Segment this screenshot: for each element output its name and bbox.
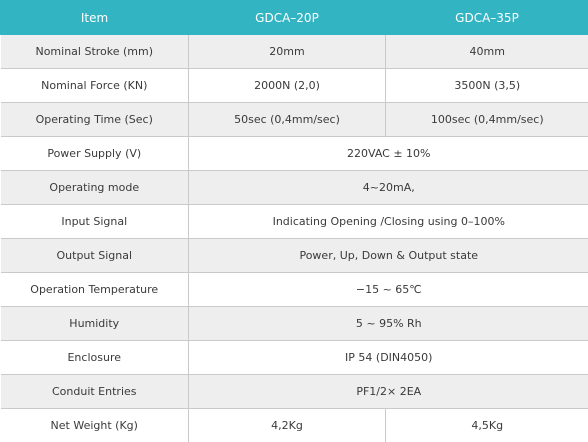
cell: 3500N (3,5) — [385, 68, 588, 103]
cell: 2000N (2,0) — [188, 68, 386, 103]
table-row: Output Signal Power, Up, Down & Output st… — [0, 238, 588, 273]
header-row: Item GDCA–20P GDCA–35P — [0, 0, 588, 35]
table-body: Nominal Stroke (mm) 20mm 40mm Nominal Force… — [0, 34, 588, 442]
table-row: Operating mode 4~20mA, — [0, 170, 588, 205]
row-label: Input Signal — [0, 204, 189, 239]
row-label: Net Weight (Kg) — [0, 408, 189, 442]
table-row: Nominal Force (KN) 2000N (2,0) 3500N (3,5) — [0, 68, 588, 103]
row-label: Operating Time (Sec) — [0, 102, 189, 137]
row-label: Output Signal — [0, 238, 189, 273]
row-label: Conduit Entries — [0, 374, 189, 409]
cell: 50sec (0,4mm/sec) — [188, 102, 386, 137]
table-row: Power Supply (V) 220VAC ± 10% — [0, 136, 588, 171]
table-row: Operating Time (Sec) 50sec (0,4mm/sec) 100… — [0, 102, 588, 137]
cell: 20mm — [188, 34, 386, 69]
table-row: Nominal Stroke (mm) 20mm 40mm — [0, 34, 588, 69]
cell: −15 ~ 65℃ — [188, 272, 588, 307]
table-row: Net Weight (Kg) 4,2Kg 4,5Kg — [0, 408, 588, 442]
row-label: Nominal Stroke (mm) — [0, 34, 189, 69]
table-header: Item GDCA–20P GDCA–35P — [0, 0, 588, 35]
row-label: Operating mode — [0, 170, 189, 205]
table-row: Conduit Entries PF1/2× 2EA — [0, 374, 588, 409]
row-label: Nominal Force (KN) — [0, 68, 189, 103]
table-row: Enclosure IP 54 (DIN4050) — [0, 340, 588, 375]
header-cell: GDCA–35P — [385, 0, 588, 35]
cell: 4,2Kg — [188, 408, 386, 442]
row-label: Enclosure — [0, 340, 189, 375]
cell: 4,5Kg — [385, 408, 588, 442]
header-cell: Item — [0, 0, 189, 35]
cell: 4~20mA, — [188, 170, 588, 205]
cell: Indicating Opening /Closing using 0–100% — [188, 204, 588, 239]
row-label: Operation Temperature — [0, 272, 189, 307]
cell: 5 ~ 95% Rh — [188, 306, 588, 341]
table-row: Operation Temperature −15 ~ 65℃ — [0, 272, 588, 307]
table-row: Humidity 5 ~ 95% Rh — [0, 306, 588, 341]
row-label: Power Supply (V) — [0, 136, 189, 171]
row-label: Humidity — [0, 306, 189, 341]
cell: IP 54 (DIN4050) — [188, 340, 588, 375]
header-cell: GDCA–20P — [188, 0, 386, 35]
cell: Power, Up, Down & Output state — [188, 238, 588, 273]
cell: 40mm — [385, 34, 588, 69]
cell: 100sec (0,4mm/sec) — [385, 102, 588, 137]
table-row: Input Signal Indicating Opening /Closing … — [0, 204, 588, 239]
cell: PF1/2× 2EA — [188, 374, 588, 409]
cell: 220VAC ± 10% — [188, 136, 588, 171]
